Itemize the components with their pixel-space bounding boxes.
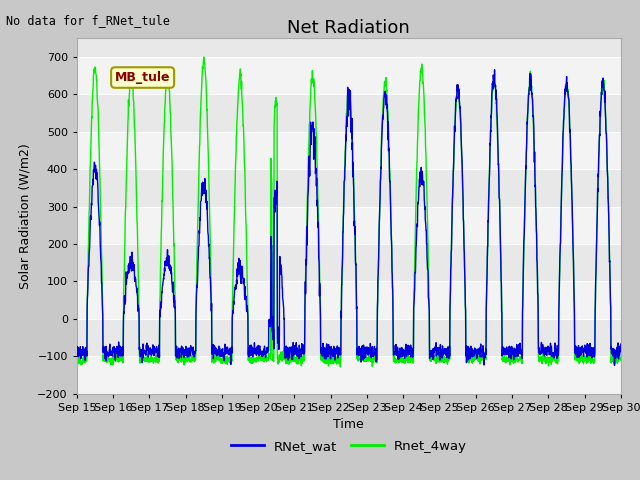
- Rnet_4way: [225, 357, 232, 363]
- Bar: [77, 207, 621, 244]
- Rnet_4way: [200, 54, 207, 60]
- RNet_wat: [225, 349, 232, 355]
- RNet_wat: [584, 342, 592, 348]
- Bar: [77, 57, 621, 95]
- RNet_wat: [611, 362, 618, 368]
- Rnet_4way: [337, 364, 344, 370]
- Bar: [77, 132, 621, 169]
- X-axis label: Time: Time: [333, 418, 364, 431]
- Rnet_4way: [365, 358, 372, 363]
- Rnet_4way: [508, 359, 515, 364]
- Text: No data for f_RNet_tule: No data for f_RNet_tule: [6, 14, 170, 27]
- Bar: [77, 281, 621, 319]
- Y-axis label: Solar Radiation (W/m2): Solar Radiation (W/m2): [19, 143, 32, 289]
- Rnet_4way: [377, 171, 385, 177]
- RNet_wat: [376, 192, 384, 197]
- Bar: [77, 356, 621, 394]
- Line: RNet_wat: RNet_wat: [77, 70, 621, 365]
- Text: MB_tule: MB_tule: [115, 71, 170, 84]
- RNet_wat: [365, 345, 372, 350]
- Line: Rnet_4way: Rnet_4way: [77, 57, 621, 367]
- Rnet_4way: [570, 253, 577, 259]
- Rnet_4way: [584, 353, 592, 359]
- RNet_wat: [569, 240, 577, 246]
- Rnet_4way: [73, 357, 81, 362]
- Title: Net Radiation: Net Radiation: [287, 19, 410, 37]
- Legend: RNet_wat, Rnet_4way: RNet_wat, Rnet_4way: [225, 434, 472, 458]
- RNet_wat: [617, 341, 625, 347]
- RNet_wat: [491, 67, 499, 72]
- Rnet_4way: [617, 357, 625, 363]
- RNet_wat: [507, 350, 515, 356]
- RNet_wat: [73, 347, 81, 353]
